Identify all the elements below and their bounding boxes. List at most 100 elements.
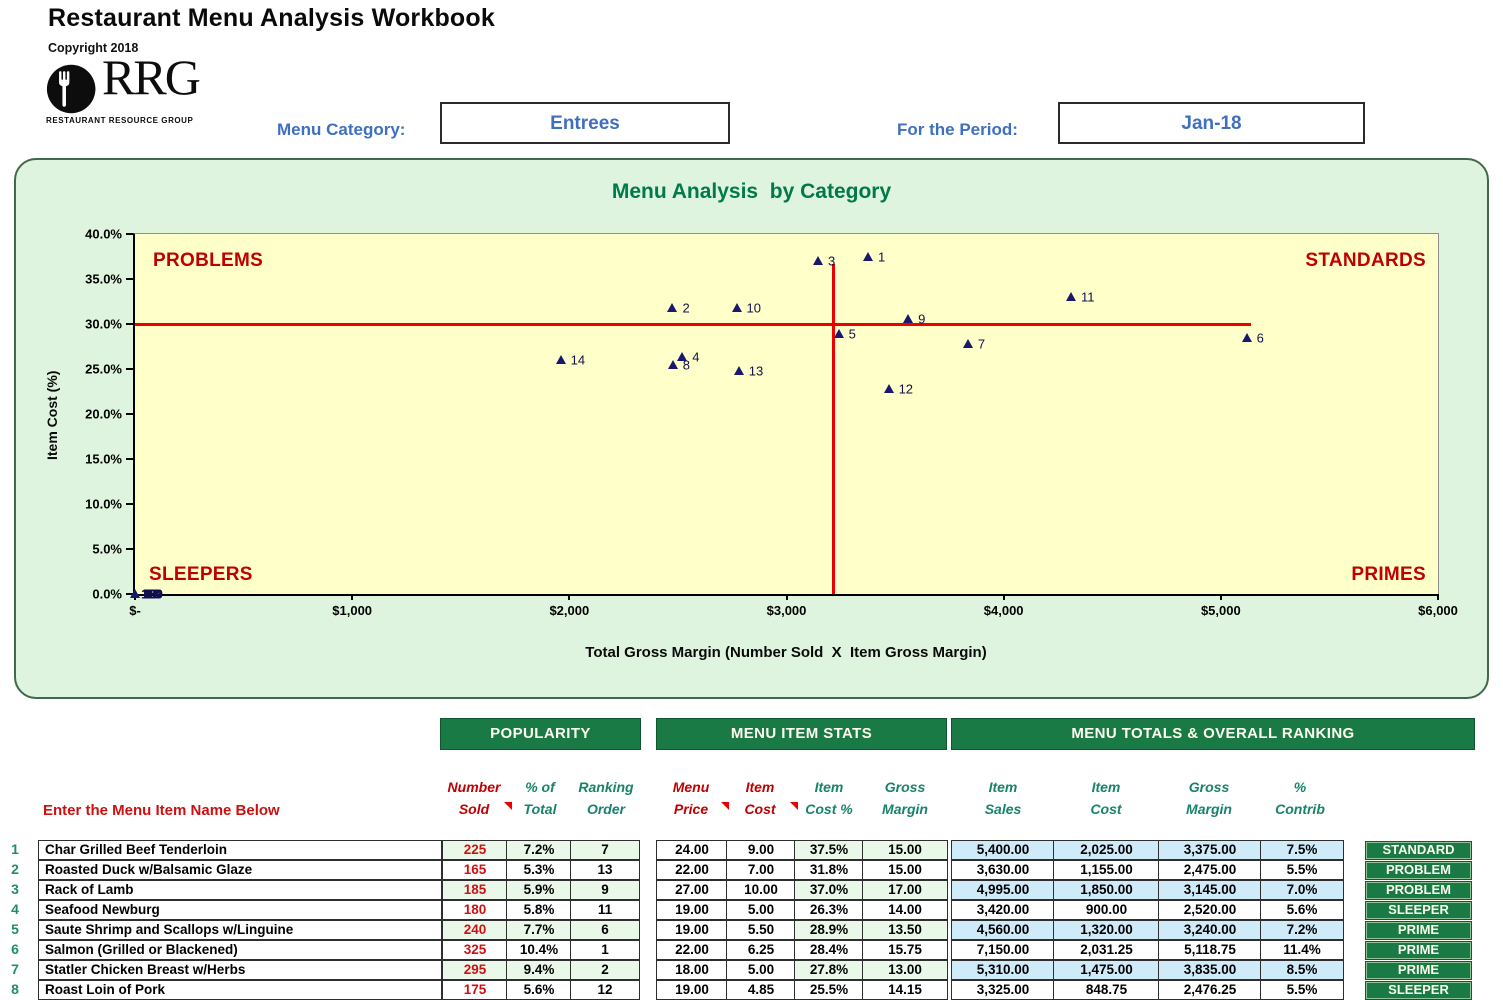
- ranking-order-cell: 11: [570, 900, 640, 920]
- item-sales-cell: 5,310.00: [951, 960, 1055, 980]
- period-input[interactable]: Jan-18: [1058, 102, 1365, 144]
- menu-item-name-cell[interactable]: Roast Loin of Pork: [38, 980, 442, 1000]
- item-cost-cell[interactable]: 7.00: [726, 860, 796, 880]
- item-cost-cell[interactable]: 4.85: [726, 980, 796, 1000]
- item-cost-total-cell: 1,850.00: [1053, 880, 1160, 900]
- number-sold-cell[interactable]: 175: [442, 980, 508, 1000]
- menu-price-cell[interactable]: 19.00: [656, 900, 728, 920]
- item-cost-cell[interactable]: 10.00: [726, 880, 796, 900]
- item-cost-cell[interactable]: 9.00: [726, 840, 796, 860]
- menu-item-name-cell[interactable]: Salmon (Grilled or Blackened): [38, 940, 442, 960]
- table-row: 6 Salmon (Grilled or Blackened) 325 10.4% 1 2…: [0, 940, 1503, 960]
- number-sold-cell[interactable]: 185: [442, 880, 508, 900]
- stats-banner: MENU ITEM STATS: [656, 718, 947, 750]
- item-cost-cell[interactable]: 5.50: [726, 920, 796, 940]
- y-axis-tick-label: 5.0%: [92, 541, 122, 557]
- menu-price-cell[interactable]: 19.00: [656, 920, 728, 940]
- item-sales-cell: 4,560.00: [951, 920, 1055, 940]
- x-axis-tick-label: $1,000: [332, 603, 373, 618]
- y-axis-tick: [126, 278, 133, 280]
- menu-item-name-cell[interactable]: Roasted Duck w/Balsamic Glaze: [38, 860, 442, 880]
- column-header: Item Cost: [1058, 776, 1154, 820]
- item-cost-cell[interactable]: 5.00: [726, 900, 796, 920]
- y-axis-tick: [126, 548, 133, 550]
- column-header: Item Sales: [955, 776, 1051, 820]
- ranking-order-cell: 13: [570, 860, 640, 880]
- gross-margin-cell: 15.00: [862, 840, 948, 860]
- y-axis-tick-label: 40.0%: [85, 226, 122, 242]
- y-axis-tick: [126, 323, 133, 325]
- item-cost-pct-cell: 26.3%: [794, 900, 864, 920]
- ranking-order-cell: 1: [570, 940, 640, 960]
- popularity-banner: POPULARITY: [440, 718, 641, 750]
- item-sales-cell: 5,400.00: [951, 840, 1055, 860]
- chart-title: Menu Analysis by Category: [611, 180, 892, 203]
- copyright: Copyright 2018: [48, 41, 139, 55]
- menu-item-name-cell[interactable]: Seafood Newburg: [38, 900, 442, 920]
- column-header-line2: Sales: [984, 801, 1022, 817]
- number-sold-cell[interactable]: 240: [442, 920, 508, 940]
- menu-price-cell[interactable]: 19.00: [656, 980, 728, 1000]
- quadrant-label-primes: PRIMES: [1351, 564, 1426, 585]
- gross-margin-total-cell: 2,520.00: [1158, 900, 1262, 920]
- data-point-label: 2: [682, 300, 690, 316]
- column-header: Item Cost %: [781, 776, 877, 820]
- menu-price-cell[interactable]: 18.00: [656, 960, 728, 980]
- column-header-line1: Item: [814, 779, 844, 795]
- data-point-label: 4: [692, 349, 700, 365]
- chart-panel: Menu Analysis by Category Item Cost (%) …: [14, 158, 1489, 699]
- gross-margin-total-cell: 2,475.00: [1158, 860, 1262, 880]
- ranking-badge: PROBLEM: [1365, 881, 1472, 900]
- row-number: 8: [11, 981, 19, 997]
- y-axis-tick-label: 20.0%: [85, 406, 122, 422]
- plot-area: PROBLEMS STANDARDS SLEEPERS PRIMES 0.0% 5.0% 1…: [85, 227, 1458, 619]
- comment-marker-icon: [504, 802, 512, 810]
- table-row: 1 Char Grilled Beef Tenderloin 225 7.2% 7 24.…: [0, 840, 1503, 860]
- gross-margin-cell: 15.75: [862, 940, 948, 960]
- menu-price-cell[interactable]: 24.00: [656, 840, 728, 860]
- item-sales-cell: 3,630.00: [951, 860, 1055, 880]
- row-number: 4: [11, 901, 19, 917]
- menu-item-name-cell[interactable]: Saute Shrimp and Scallops w/Linguine: [38, 920, 442, 940]
- menu-price-cell[interactable]: 22.00: [656, 940, 728, 960]
- data-point-marker: [733, 365, 744, 375]
- gross-margin-cell: 13.00: [862, 960, 948, 980]
- data-point-label: 6: [1256, 330, 1264, 346]
- number-sold-cell[interactable]: 165: [442, 860, 508, 880]
- data-point-label: 18: [145, 586, 160, 602]
- column-header-line1: Item: [1091, 779, 1121, 795]
- number-sold-cell[interactable]: 325: [442, 940, 508, 960]
- data-point-label: 1: [877, 249, 886, 264]
- menu-category-input[interactable]: Entrees: [440, 102, 730, 144]
- menu-item-name-cell[interactable]: Statler Chicken Breast w/Herbs: [38, 960, 442, 980]
- gross-margin-total-cell: 3,240.00: [1158, 920, 1262, 940]
- number-sold-cell[interactable]: 295: [442, 960, 508, 980]
- column-header: Gross Margin: [857, 776, 953, 820]
- data-point-label: 7: [977, 336, 986, 352]
- column-header: Gross Margin: [1161, 776, 1257, 820]
- item-cost-cell[interactable]: 6.25: [726, 940, 796, 960]
- data-point-marker: [833, 328, 844, 338]
- menu-item-name-cell[interactable]: Char Grilled Beef Tenderloin: [38, 840, 442, 860]
- y-axis-tick-label: 0.0%: [92, 586, 122, 602]
- number-sold-cell[interactable]: 180: [442, 900, 508, 920]
- menu-category-label: Menu Category:: [277, 120, 406, 139]
- item-cost-pct-cell: 25.5%: [794, 980, 864, 1000]
- pct-of-total-cell: 7.2%: [506, 840, 572, 860]
- menu-price-cell[interactable]: 27.00: [656, 880, 728, 900]
- item-cost-total-cell: 2,025.00: [1053, 840, 1160, 860]
- pct-of-total-cell: 10.4%: [506, 940, 572, 960]
- table-row: 3 Rack of Lamb 185 5.9% 9 27.00 10.00 37.0% 17.0…: [0, 880, 1503, 900]
- data-point-label: 8: [682, 357, 690, 372]
- data-point-marker: [903, 313, 914, 323]
- item-cost-cell[interactable]: 5.00: [726, 960, 796, 980]
- column-header-line2: Order: [586, 801, 626, 817]
- gross-margin-cell: 15.00: [862, 860, 948, 880]
- x-axis-title: Total Gross Margin (Number Sold X Item G…: [585, 644, 987, 661]
- number-sold-cell[interactable]: 225: [442, 840, 508, 860]
- menu-item-name-cell[interactable]: Rack of Lamb: [38, 880, 442, 900]
- menu-price-cell[interactable]: 22.00: [656, 860, 728, 880]
- data-point-label: 15: [141, 586, 156, 602]
- item-sales-cell: 4,995.00: [951, 880, 1055, 900]
- data-point-marker: [667, 359, 678, 369]
